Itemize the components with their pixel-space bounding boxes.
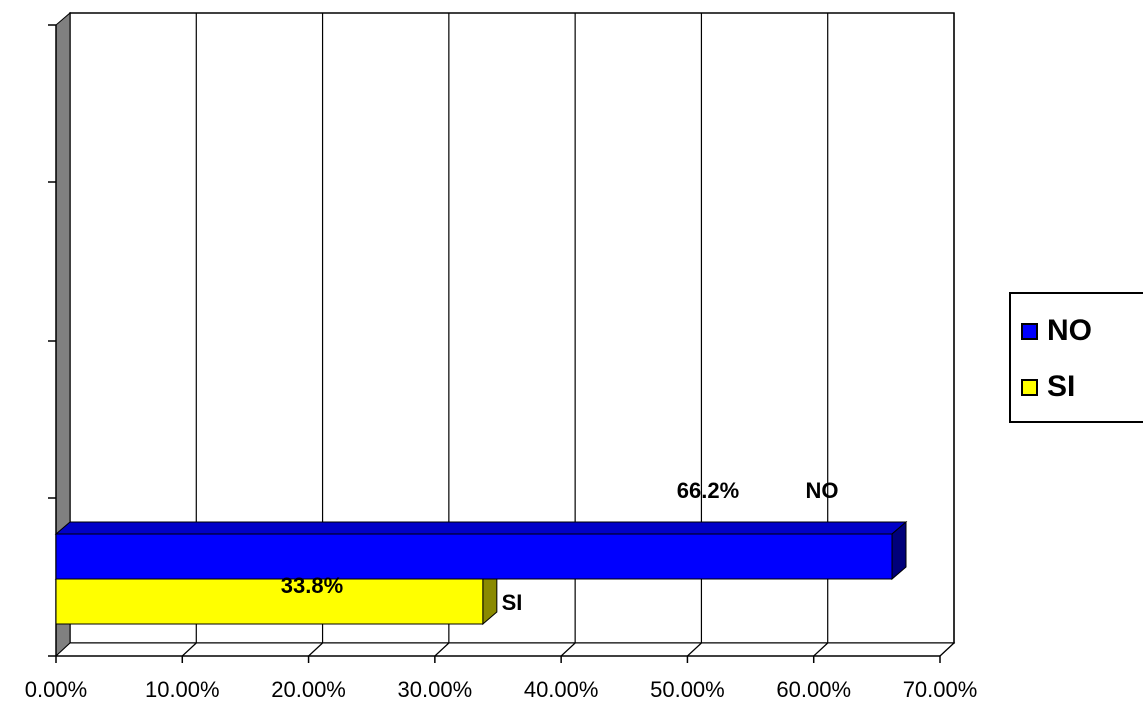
x-tick-label: 10.00% <box>145 677 220 702</box>
gridline-floor <box>813 642 829 657</box>
bar-si <box>55 578 484 625</box>
legend-swatch-si <box>1021 378 1038 396</box>
bar-no <box>55 533 893 580</box>
legend-item-no: NO <box>1021 316 1092 346</box>
x-tick-label: 0.00% <box>25 677 87 702</box>
legend-label-si: SI <box>1047 370 1076 403</box>
x-tick-label: 60.00% <box>776 677 851 702</box>
x-tick-label: 30.00% <box>398 677 473 702</box>
gridline-floor <box>560 642 576 657</box>
data-label-category-si: SI <box>502 590 523 615</box>
x-tick-label: 40.00% <box>524 677 599 702</box>
gridline-floor <box>687 642 702 657</box>
data-label-value-si: 33.8% <box>281 573 343 598</box>
bar-top-no <box>54 521 908 535</box>
gridline-floor <box>939 642 955 657</box>
x-tick-label: 70.00% <box>903 677 978 702</box>
data-label-value-no: 66.2% <box>677 478 739 503</box>
data-label-category-no: NO <box>806 478 839 503</box>
legend-swatch-no <box>1021 322 1038 340</box>
gridline-floor <box>181 642 197 657</box>
legend: NO SI <box>1009 292 1143 423</box>
plot-floor <box>54 642 956 657</box>
legend-label-no: NO <box>1047 314 1092 347</box>
x-tick-label: 50.00% <box>650 677 725 702</box>
legend-item-si: SI <box>1021 372 1075 402</box>
gridline-floor <box>434 642 450 657</box>
gridline-floor <box>308 642 323 657</box>
x-tick-label: 20.00% <box>271 677 346 702</box>
